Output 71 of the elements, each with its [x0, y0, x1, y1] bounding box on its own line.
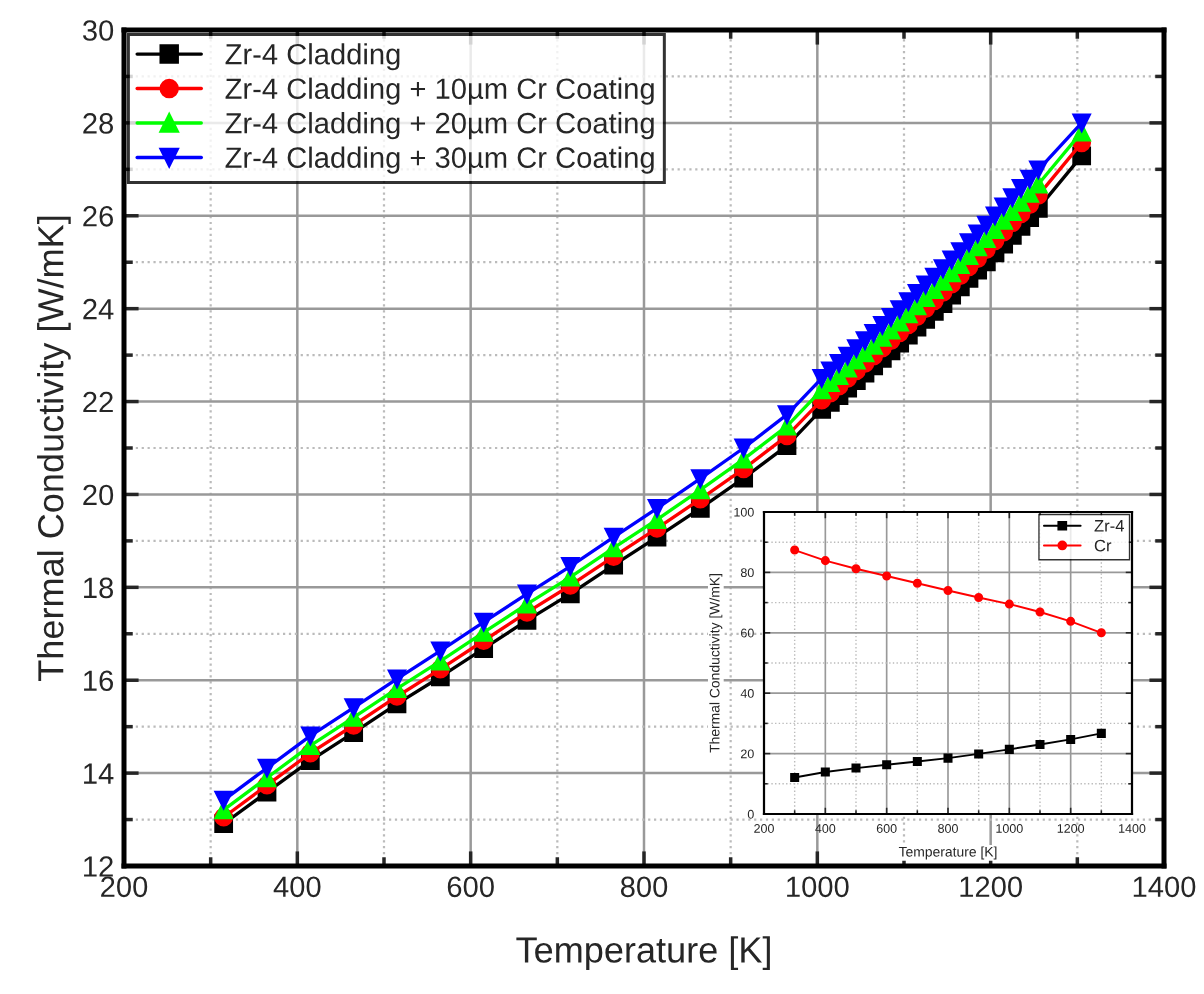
point: [734, 438, 754, 458]
y-tick-label: 28: [83, 113, 114, 134]
point: [882, 571, 892, 581]
point: [1011, 179, 1031, 198]
point: [1066, 616, 1076, 626]
point: [214, 790, 234, 810]
y-tick-label: 20: [83, 484, 114, 506]
point: [851, 564, 861, 574]
x-tick-label: 1200: [960, 876, 1022, 898]
y-tick-label: 24: [83, 298, 114, 320]
point: [851, 763, 861, 773]
point: [300, 726, 320, 746]
point: [912, 578, 922, 588]
point: [950, 242, 970, 261]
legend-label: Zr-4: [1094, 520, 1125, 532]
x-tick-label: 1000: [787, 876, 849, 898]
point: [985, 206, 1005, 226]
point: [933, 259, 953, 279]
point: [790, 545, 800, 555]
point: [1028, 160, 1048, 180]
x-axis-title: Temperature [K]: [516, 936, 770, 970]
y-tick-label: 30: [82, 20, 114, 41]
x-tick-label: 800: [620, 876, 668, 898]
point: [1066, 734, 1076, 744]
point: [387, 669, 407, 689]
x-tick-label: 1400: [1133, 876, 1196, 898]
point: [1096, 728, 1106, 738]
y-tick-label: 12: [84, 856, 113, 877]
point: [647, 499, 667, 518]
point: [974, 749, 984, 759]
point: [974, 592, 984, 602]
point: [820, 556, 830, 566]
y-axis-title: Thermal Conductivity [W/mK]: [37, 216, 71, 681]
y-tick-label: 14: [84, 763, 114, 784]
point: [604, 527, 624, 547]
x-tick-label: 600: [447, 876, 494, 898]
point: [882, 760, 892, 770]
point: [943, 586, 953, 596]
point: [1004, 744, 1014, 754]
point: [907, 283, 927, 303]
point: [690, 469, 710, 489]
point: [1004, 599, 1014, 609]
point: [257, 758, 277, 778]
point: [1028, 174, 1048, 194]
point: [517, 584, 537, 604]
point: [1002, 188, 1022, 208]
point: [777, 405, 797, 424]
point: [959, 233, 979, 253]
point: [790, 772, 800, 782]
point: [820, 767, 830, 777]
legend-label: Zr-4 Cladding + 30µm Cr Coating: [225, 146, 654, 174]
point: [560, 557, 580, 576]
legend-label: Zr-4 Cladding + 20µm Cr Coating: [225, 112, 654, 140]
legend-label: Zr-4 Cladding: [225, 43, 400, 71]
point: [1096, 628, 1106, 638]
y-tick-label: 26: [83, 205, 113, 227]
point: [430, 641, 450, 661]
point: [1035, 607, 1045, 617]
point: [344, 698, 364, 717]
y-tick-label: 18: [84, 577, 114, 599]
point: [912, 756, 922, 766]
point: [1072, 113, 1092, 133]
x-tick-label: 200: [101, 876, 148, 898]
y-tick-label: 16: [84, 670, 113, 692]
legend-label: Cr: [1094, 539, 1112, 552]
legend-label: Zr-4 Cladding + 10µm Cr Coating: [225, 77, 654, 105]
x-tick-label: 400: [273, 876, 321, 898]
y-tick-label: 22: [83, 391, 113, 413]
point: [474, 612, 494, 632]
point: [1035, 740, 1045, 750]
point: [943, 753, 953, 763]
